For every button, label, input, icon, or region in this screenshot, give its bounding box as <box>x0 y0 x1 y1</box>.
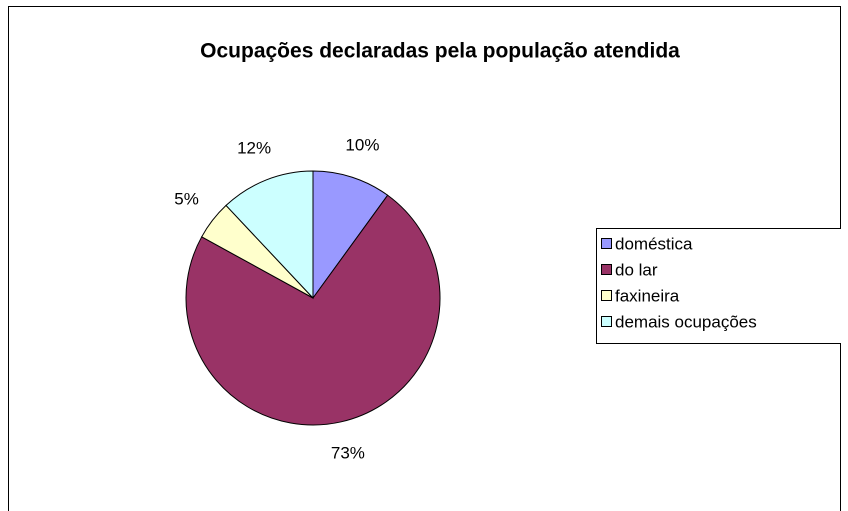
legend-label: faxineira <box>615 286 680 305</box>
pie-slice <box>225 170 314 300</box>
data-label: 5% <box>174 189 199 208</box>
chart-title: Ocupações declaradas pela população aten… <box>200 40 680 63</box>
pie-slice <box>312 170 389 300</box>
legend: doméstica do lar faxineira demais ocupações <box>596 228 841 344</box>
data-label: 12% <box>237 139 271 158</box>
legend-label: doméstica <box>615 234 693 253</box>
legend-swatch <box>601 316 612 327</box>
legend-swatch <box>601 264 612 275</box>
data-label: 73% <box>331 444 365 463</box>
pie: 10% 73% 5% 12% <box>174 135 441 463</box>
legend-box <box>596 228 841 344</box>
legend-label: do lar <box>615 260 658 279</box>
legend-label: demais ocupações <box>615 312 757 331</box>
legend-swatch <box>601 238 612 249</box>
data-label: 10% <box>345 135 379 154</box>
pie-slice <box>185 194 441 426</box>
legend-swatch <box>601 290 612 301</box>
